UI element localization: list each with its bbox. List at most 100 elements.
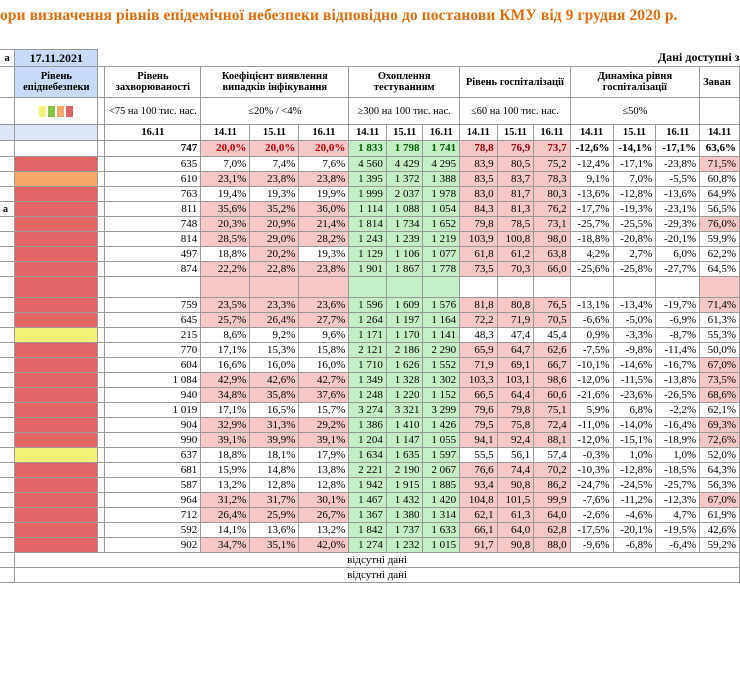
hosp-cell: 83,9 [459, 156, 498, 172]
hosp-cell: 79,8 [459, 216, 498, 232]
detection-cell: 14,1% [200, 522, 251, 538]
hosp-cell: 99,9 [533, 492, 571, 508]
level-color-cell [14, 261, 99, 277]
region-row: 940 34,8% 35,8% 37,6% 1 248 1 220 1 152 66,5 64,… [0, 387, 740, 403]
hosp-cell: 55,5 [459, 447, 498, 463]
last-cell: 64,3% [699, 462, 740, 478]
region-row: 904 32,9% 31,3% 29,2% 1 386 1 410 1 426 79,5 75,… [0, 417, 740, 433]
dynamics-cell: -6,6% [569, 312, 614, 328]
dynamics-cell: -23,6% [612, 387, 657, 403]
testing-cell: 1 942 [348, 477, 387, 493]
spacer-cell [97, 477, 106, 493]
date-det-1: 14.11 [200, 124, 251, 141]
level-color-cell [14, 231, 99, 247]
header-incidence: Рівень захворюваності [104, 66, 202, 98]
dynamics-cell: 0,9% [569, 327, 614, 343]
testing-cell: 1 467 [348, 492, 387, 508]
testing-cell: 1 576 [422, 297, 461, 313]
testing-cell: 1 349 [348, 372, 387, 388]
hosp-cell: 98,0 [533, 231, 571, 247]
detection-cell: 16,0% [298, 357, 350, 373]
testing-cell: 1 170 [385, 327, 424, 343]
dynamics-cell: -23,8% [655, 156, 701, 172]
detection-cell: 9,6% [298, 327, 350, 343]
dynamics-cell: -17,1% [655, 140, 701, 157]
detection-cell: 42,6% [249, 372, 300, 388]
dynamics-cell [655, 276, 701, 298]
detection-cell: 18,8% [200, 447, 251, 463]
row-name [0, 402, 16, 418]
hosp-cell: 71,9 [459, 357, 498, 373]
threshold-hosp: ≤60 на 100 тис. нас. [459, 97, 571, 125]
date-hosp-1: 14.11 [459, 124, 498, 141]
detection-cell: 13,2% [200, 477, 251, 493]
dynamics-cell: -0,3% [569, 447, 614, 463]
level-color-cell [14, 357, 99, 373]
detection-cell: 35,6% [200, 201, 251, 217]
testing-cell: 1 814 [348, 216, 387, 232]
detection-cell: 29,2% [298, 417, 350, 433]
testing-cell: 1 054 [422, 201, 461, 217]
testing-cell: 4 429 [385, 156, 424, 172]
dynamics-cell: 1,0% [612, 447, 657, 463]
testing-cell: 1 106 [385, 246, 424, 262]
incidence-cell: 759 [104, 297, 202, 313]
incidence-cell: 874 [104, 261, 202, 277]
dynamics-cell: -13,6% [569, 186, 614, 202]
dynamics-cell: -13,1% [569, 297, 614, 313]
incidence-cell: 592 [104, 522, 202, 538]
spacer-cell [97, 462, 106, 478]
spacer-cell [97, 297, 106, 313]
testing-cell: 1 410 [385, 417, 424, 433]
testing-cell: 1 141 [422, 327, 461, 343]
detection-cell: 37,6% [298, 387, 350, 403]
region-row: 990 39,1% 39,9% 39,1% 1 204 1 147 1 055 94,1 92,… [0, 432, 740, 448]
detection-cell: 19,3% [249, 186, 300, 202]
hosp-cell: 62,1 [459, 507, 498, 523]
spacer-cell [97, 522, 106, 538]
detection-cell: 19,9% [298, 186, 350, 202]
dynamics-cell: -25,8% [612, 261, 657, 277]
testing-cell: 1 626 [385, 357, 424, 373]
region-row: 681 15,9% 14,8% 13,8% 2 221 2 190 2 067 76,6 74,… [0, 462, 740, 478]
incidence-cell: 763 [104, 186, 202, 202]
total-row: 747 20,0% 20,0% 20,0% 1 833 1 798 1 741 78,8 76,… [0, 140, 740, 157]
detection-cell: 36,0% [298, 201, 350, 217]
dynamics-cell: -24,5% [612, 477, 657, 493]
dynamics-cell: -29,3% [655, 216, 701, 232]
detection-cell: 30,1% [298, 492, 350, 508]
dynamics-cell: -25,5% [612, 216, 657, 232]
detection-cell: 28,5% [200, 231, 251, 247]
detection-cell: 28,2% [298, 231, 350, 247]
detection-cell: 20,9% [249, 216, 300, 232]
region-row: 635 7,0% 7,4% 7,6% 4 560 4 429 4 295 83,9 80,5 75… [0, 156, 740, 172]
legend-swatch [57, 105, 65, 117]
hosp-cell: 62,6 [533, 342, 571, 358]
level-color-cell [14, 312, 99, 328]
hosp-cell: 75,8 [496, 417, 535, 433]
hosp-cell: 62,8 [533, 522, 571, 538]
detection-cell: 16,5% [249, 402, 300, 418]
testing-cell: 1 164 [422, 312, 461, 328]
incidence-cell: 587 [104, 477, 202, 493]
detection-cell: 19,4% [200, 186, 251, 202]
incidence-cell: 747 [104, 140, 202, 157]
testing-cell: 1 741 [422, 140, 461, 157]
dynamics-cell: -25,7% [569, 216, 614, 232]
hosp-cell: 76,9 [496, 140, 535, 157]
absent-row: відсутні дані [0, 567, 740, 583]
testing-cell: 1 633 [422, 522, 461, 538]
testing-cell: 1 885 [422, 477, 461, 493]
dynamics-cell: -12,4% [569, 156, 614, 172]
hosp-cell: 72,2 [459, 312, 498, 328]
hosp-cell: 66,1 [459, 522, 498, 538]
last-cell: 72,6% [699, 432, 740, 448]
dynamics-cell: 9,1% [569, 171, 614, 187]
detection-cell: 16,0% [249, 357, 300, 373]
last-cell: 62,1% [699, 402, 740, 418]
last-cell: 52,0% [699, 447, 740, 463]
incidence-cell [104, 276, 202, 298]
detection-cell: 8,6% [200, 327, 251, 343]
spacer-cell [97, 447, 106, 463]
dynamics-cell: -12,8% [612, 186, 657, 202]
